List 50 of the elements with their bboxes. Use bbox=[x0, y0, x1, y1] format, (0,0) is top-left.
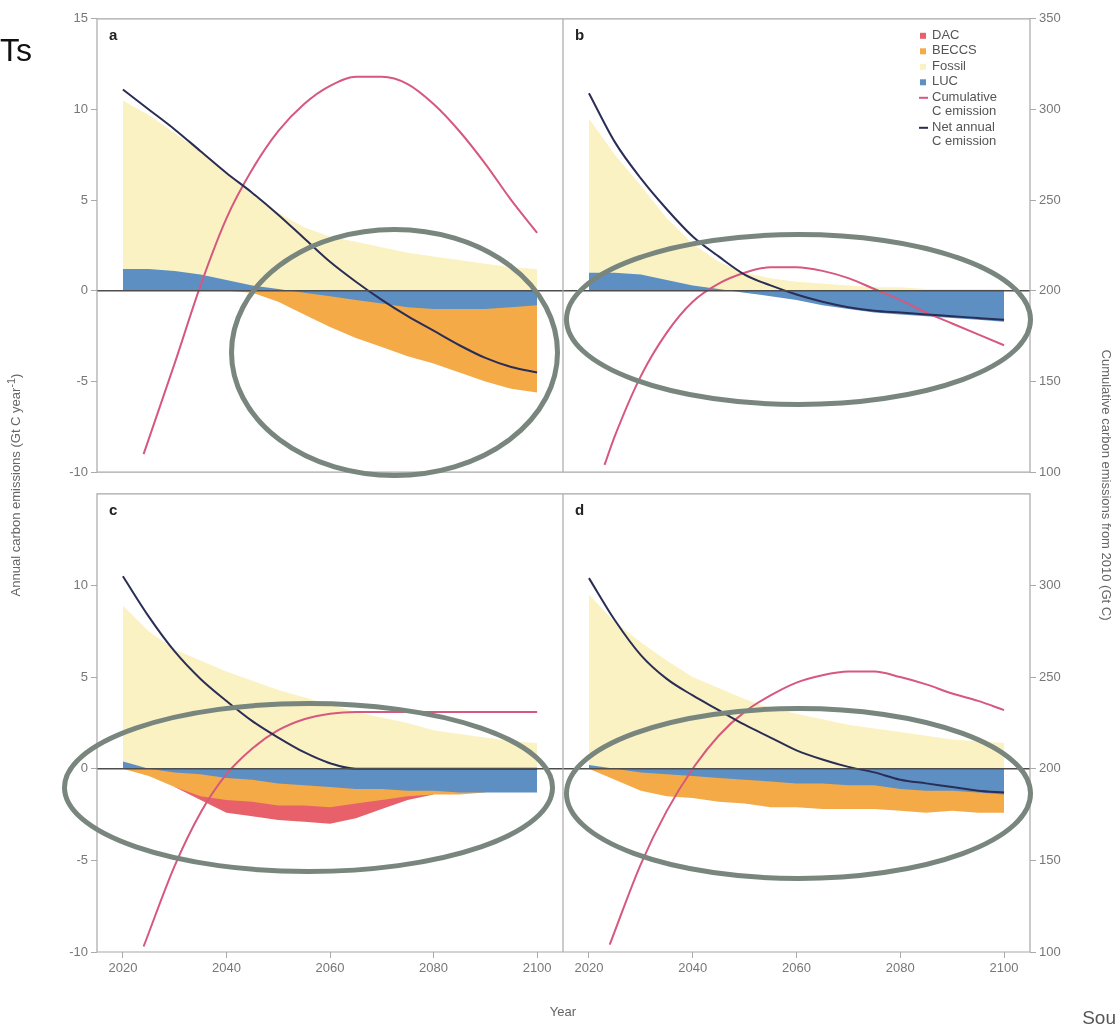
y2-tick-label: 300 bbox=[1039, 101, 1061, 117]
y-tick-label: 15 bbox=[73, 10, 88, 26]
y2-tick-label: 200 bbox=[1039, 760, 1061, 776]
x-tick-label: 2040 bbox=[211, 960, 241, 976]
legend-label: Net annual C emission bbox=[932, 118, 997, 149]
line-series bbox=[608, 670, 1006, 946]
line-series bbox=[121, 575, 539, 770]
x-tick-label: 2040 bbox=[678, 960, 708, 976]
y2-axis-title: Cumulative carbon emissions from 2010 (Gt C) bbox=[1098, 349, 1114, 621]
x-tick-label: 2020 bbox=[574, 960, 604, 976]
text: b bbox=[575, 26, 585, 44]
legend-label: Cumulative C emission bbox=[932, 88, 998, 119]
y-tick-label: -5 bbox=[76, 851, 88, 867]
y2-tick-label: 300 bbox=[1039, 577, 1061, 593]
y2-tick-label: 150 bbox=[1039, 851, 1061, 867]
x-tick-label: 2060 bbox=[782, 960, 811, 976]
x-tick-label: 2080 bbox=[419, 960, 449, 976]
legend-label: Fossil bbox=[932, 57, 967, 73]
y-tick-label: 0 bbox=[80, 760, 88, 776]
y2-tick-label: 250 bbox=[1039, 191, 1061, 207]
x-tick-label: 2020 bbox=[108, 960, 138, 976]
text: Ts bbox=[0, 32, 32, 69]
y2-tick-label: 200 bbox=[1039, 282, 1061, 298]
x-tick-label: 2080 bbox=[885, 960, 915, 976]
y-tick-label: -10 bbox=[69, 943, 88, 959]
y-tick-label: 10 bbox=[73, 577, 88, 593]
y-tick-label: -5 bbox=[76, 373, 88, 389]
y-tick-label: 0 bbox=[80, 282, 88, 298]
y2-tick-label: 100 bbox=[1039, 463, 1061, 479]
y-tick-label: 5 bbox=[80, 668, 88, 684]
text: a bbox=[109, 26, 118, 44]
y2-tick-label: 150 bbox=[1039, 373, 1061, 389]
legend-label: LUC bbox=[932, 73, 959, 89]
x-tick-label: 2100 bbox=[522, 960, 552, 976]
y2-tick-label: 350 bbox=[1039, 10, 1061, 26]
x-axis-title: Year bbox=[549, 1004, 577, 1019]
y2-tick-label: 250 bbox=[1039, 668, 1061, 684]
x-tick-label: 2060 bbox=[315, 960, 345, 976]
y-tick-label: -10 bbox=[69, 463, 88, 479]
line-series bbox=[603, 266, 1006, 466]
legend-label: DAC bbox=[932, 26, 960, 42]
y-tick-label: 10 bbox=[73, 101, 88, 117]
text: d bbox=[575, 501, 585, 519]
x-tick-label: 2100 bbox=[989, 960, 1019, 976]
y-tick-label: 5 bbox=[80, 191, 88, 207]
line-series bbox=[121, 88, 539, 374]
text: Sou bbox=[1082, 1007, 1116, 1029]
legend-label: BECCS bbox=[932, 42, 978, 58]
text: c bbox=[109, 501, 118, 519]
y2-tick-label: 100 bbox=[1039, 943, 1061, 959]
